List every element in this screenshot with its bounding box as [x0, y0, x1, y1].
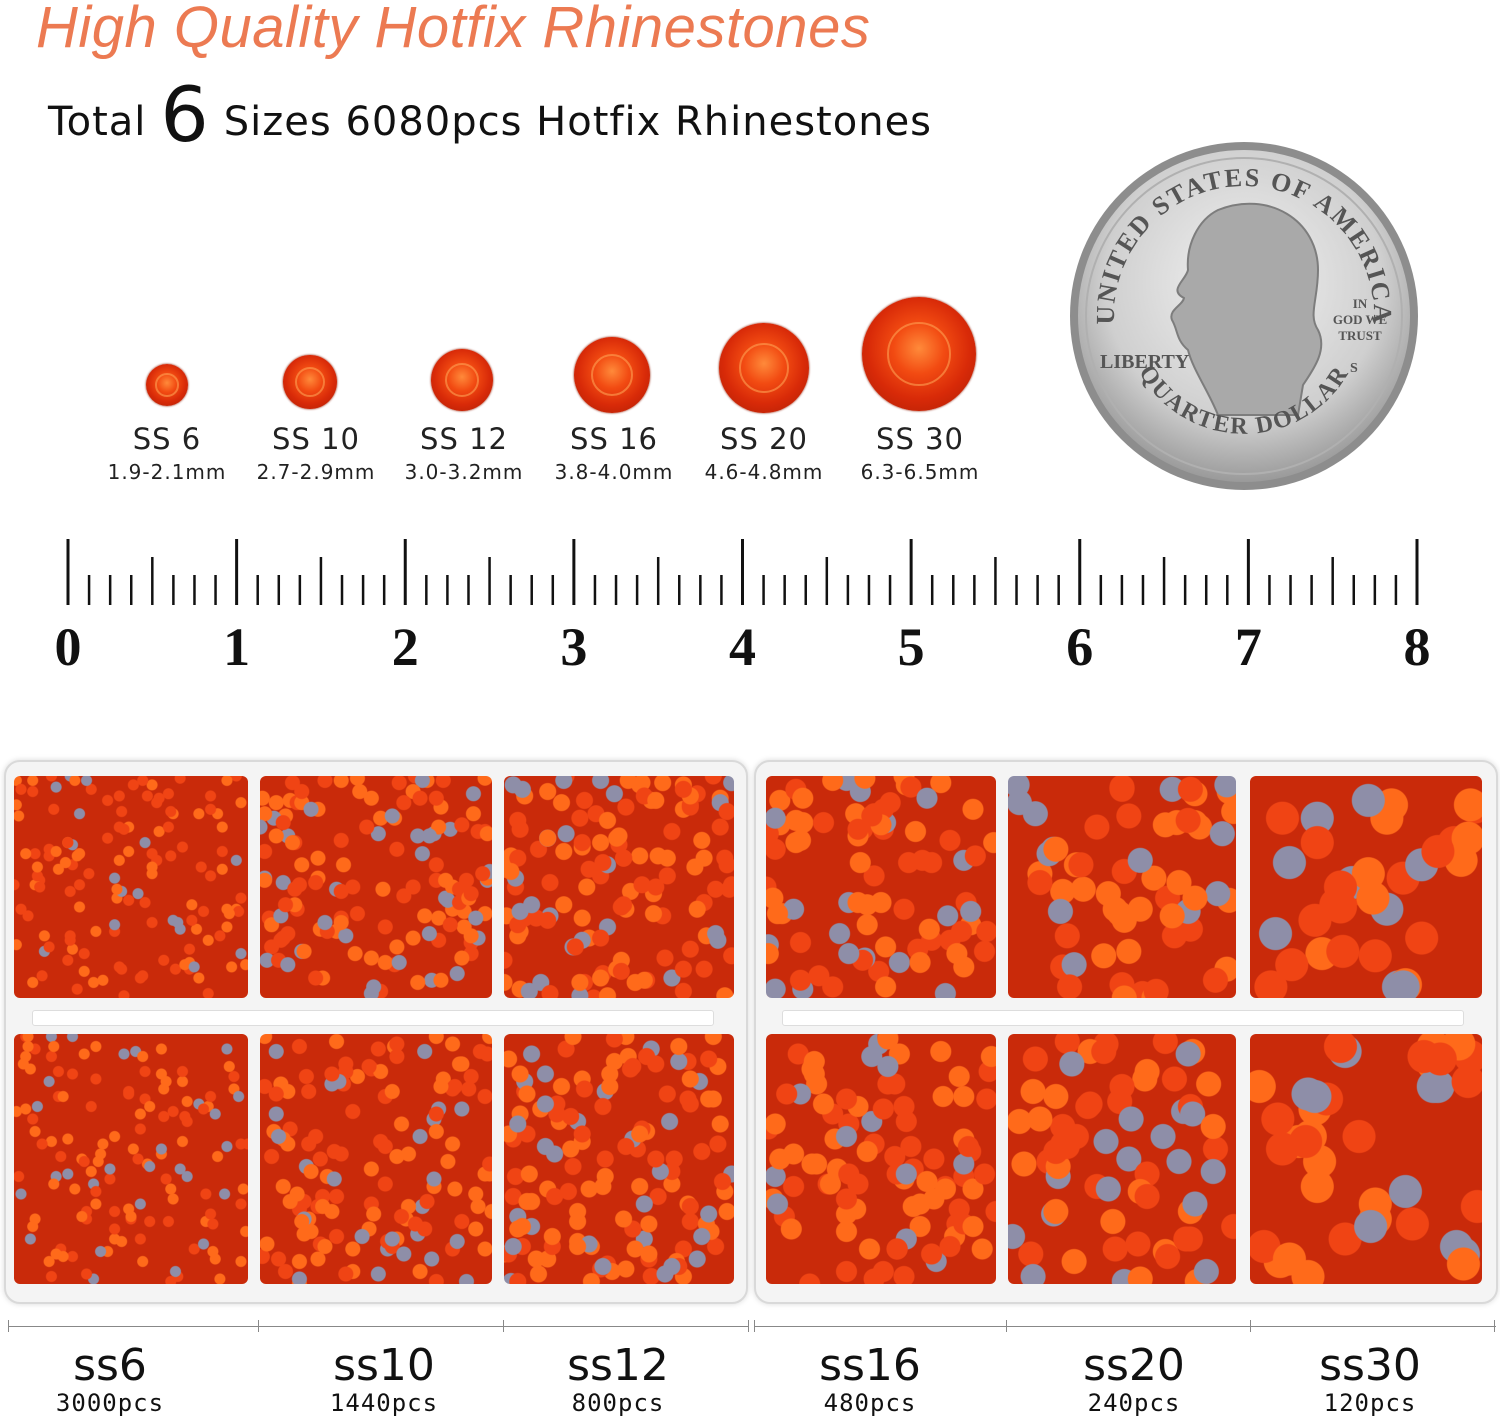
ruler-label: 3 — [560, 617, 587, 677]
count-ss10: ss10 1440pcs — [294, 1340, 474, 1417]
count-ss12: ss12 800pcs — [528, 1340, 708, 1417]
subtitle-prefix: Total — [48, 99, 147, 145]
stone-ss30 — [862, 297, 976, 411]
dimension-line-right — [754, 1326, 1496, 1327]
rhinestone-compartment — [504, 776, 734, 998]
rhinestone-compartment — [1008, 776, 1236, 998]
ruler-label: 5 — [898, 617, 925, 677]
coin-mint-mark: S — [1350, 361, 1358, 376]
dimension-tick — [1250, 1320, 1251, 1332]
dimension-tick — [503, 1320, 504, 1332]
dimension-tick — [754, 1320, 755, 1332]
stone-ss6 — [146, 364, 188, 406]
coin-portrait-silhouette — [1170, 202, 1323, 416]
size-mm: 4.6-4.8mm — [704, 460, 824, 484]
dimension-tick — [1006, 1320, 1007, 1332]
compartment-divider — [782, 1010, 1464, 1026]
rhinestone-compartment — [766, 776, 996, 998]
ruler-label: 8 — [1404, 617, 1431, 677]
size-label-ss10: SS 10 2.7-2.9mm — [236, 422, 396, 484]
count-qty: 3000pcs — [55, 1389, 165, 1417]
rhinestone-compartment — [260, 1034, 492, 1284]
quarter-coin-image: UNITED STATES OF AMERICA LIBERTY IN GOD … — [1070, 142, 1418, 490]
size-name: SS 12 — [420, 422, 508, 456]
subtitle-suffix: Sizes 6080pcs Hotfix Rhinestones — [223, 99, 933, 145]
size-mm: 1.9-2.1mm — [107, 460, 227, 484]
size-name: SS 10 — [272, 422, 360, 456]
count-qty: 480pcs — [823, 1389, 917, 1417]
stone-ss12 — [431, 349, 493, 411]
size-mm: 6.3-6.5mm — [860, 460, 980, 484]
count-qty: 800pcs — [571, 1389, 665, 1417]
size-name: SS 30 — [876, 422, 964, 456]
count-qty: 1440pcs — [329, 1389, 439, 1417]
count-code: ss6 — [73, 1340, 147, 1391]
size-name: SS 20 — [720, 422, 808, 456]
coin-inner-ring — [1085, 157, 1403, 475]
size-name: SS 6 — [132, 422, 202, 456]
ruler: 0 1 2 3 4 5 6 7 8 — [55, 539, 1431, 677]
coin-motto-line2: GOD WE — [1333, 312, 1387, 327]
size-label-ss20: SS 20 4.6-4.8mm — [684, 422, 844, 484]
ruler-label: 1 — [223, 617, 250, 677]
ruler-labels: 0 1 2 3 4 5 6 7 8 — [55, 617, 1431, 677]
rhinestone-compartment — [14, 1034, 248, 1284]
size-label-ss6: SS 6 1.9-2.1mm — [87, 422, 247, 484]
size-mm: 3.0-3.2mm — [404, 460, 524, 484]
rhinestone-compartment — [504, 1034, 734, 1284]
size-mm: 3.8-4.0mm — [554, 460, 674, 484]
count-code: ss10 — [333, 1340, 435, 1391]
compartment-divider — [32, 1010, 714, 1026]
coin-motto-line1: IN — [1353, 296, 1368, 311]
ruler-label: 2 — [392, 617, 419, 677]
rhinestone-compartment — [1250, 776, 1482, 998]
stone-ss10 — [283, 355, 337, 409]
ruler-label: 7 — [1235, 617, 1262, 677]
count-code: ss30 — [1319, 1340, 1421, 1391]
size-mm: 2.7-2.9mm — [256, 460, 376, 484]
size-label-ss16: SS 16 3.8-4.0mm — [534, 422, 694, 484]
count-ss16: ss16 480pcs — [780, 1340, 960, 1417]
subtitle: Total 6 Sizes 6080pcs Hotfix Rhinestones — [48, 70, 932, 159]
count-ss6: ss6 3000pcs — [20, 1340, 200, 1417]
rhinestone-compartment — [766, 1034, 996, 1284]
size-label-ss12: SS 12 3.0-3.2mm — [384, 422, 544, 484]
stone-ss16 — [574, 337, 650, 413]
dimension-tick — [1494, 1320, 1495, 1332]
rhinestone-compartment — [1250, 1034, 1482, 1284]
count-qty: 240pcs — [1087, 1389, 1181, 1417]
stone-ss20 — [719, 323, 809, 413]
rhinestone-compartment — [260, 776, 492, 998]
page-title: High Quality Hotfix Rhinestones — [36, 0, 871, 60]
coin-motto-line3: TRUST — [1338, 328, 1382, 343]
count-ss30: ss30 120pcs — [1280, 1340, 1460, 1417]
size-name: SS 16 — [570, 422, 658, 456]
ruler-ticks — [66, 539, 1419, 605]
count-qty: 120pcs — [1323, 1389, 1417, 1417]
count-ss20: ss20 240pcs — [1044, 1340, 1224, 1417]
count-code: ss16 — [819, 1340, 921, 1391]
count-code: ss12 — [567, 1340, 669, 1391]
ruler-label: 6 — [1066, 617, 1093, 677]
dimension-tick — [748, 1320, 749, 1332]
dimension-tick — [258, 1320, 259, 1332]
dimension-line-left — [8, 1326, 748, 1327]
ruler-label: 4 — [729, 617, 756, 677]
ruler-label: 0 — [55, 617, 82, 677]
rhinestone-compartment — [1008, 1034, 1236, 1284]
subtitle-number: 6 — [160, 70, 210, 159]
rhinestone-compartment — [14, 776, 248, 998]
count-code: ss20 — [1083, 1340, 1185, 1391]
dimension-tick — [8, 1320, 9, 1332]
size-label-ss30: SS 30 6.3-6.5mm — [840, 422, 1000, 484]
coin-liberty-text: LIBERTY — [1100, 351, 1190, 373]
